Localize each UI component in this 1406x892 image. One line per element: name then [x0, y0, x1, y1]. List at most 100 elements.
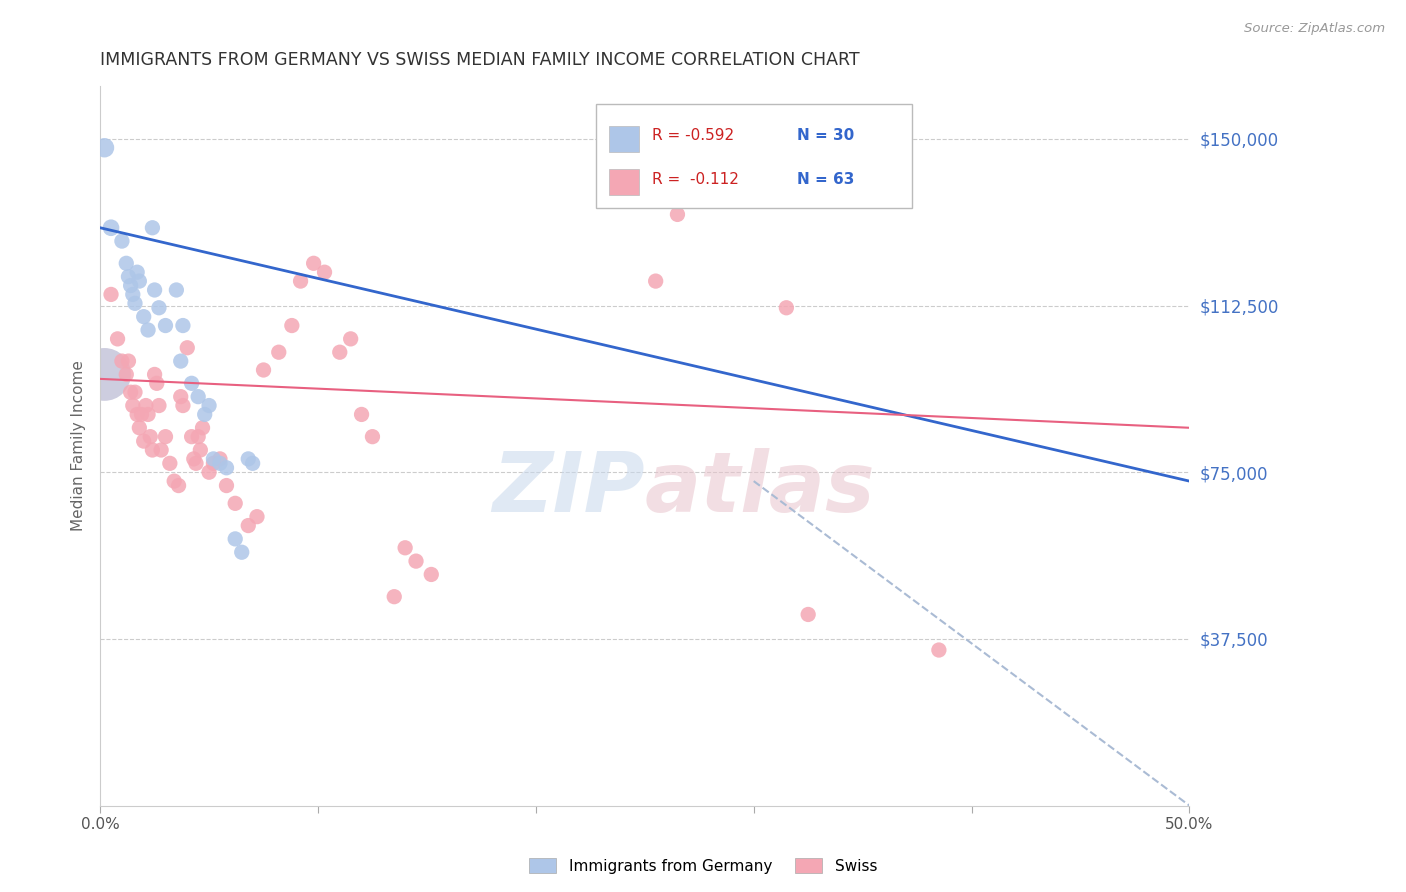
Point	[146, 376, 169, 391]
Point	[170, 390, 193, 404]
Point	[797, 607, 820, 622]
Point	[135, 399, 157, 413]
Point	[187, 390, 209, 404]
Point	[111, 354, 134, 368]
Point	[128, 421, 150, 435]
Point	[246, 509, 269, 524]
Point	[121, 399, 143, 413]
Point	[224, 496, 246, 510]
Point	[127, 265, 149, 279]
Point	[121, 287, 143, 301]
Point	[127, 408, 149, 422]
Point	[238, 518, 260, 533]
Point	[290, 274, 312, 288]
Point	[128, 274, 150, 288]
Point	[180, 376, 202, 391]
Point	[170, 354, 193, 368]
Point	[215, 478, 238, 492]
Point	[172, 399, 194, 413]
Point	[202, 451, 225, 466]
Point	[215, 460, 238, 475]
Point	[132, 310, 155, 324]
Point	[382, 590, 405, 604]
FancyBboxPatch shape	[596, 103, 911, 208]
Point	[141, 442, 163, 457]
Text: R =  -0.112: R = -0.112	[652, 171, 740, 186]
Point	[124, 385, 146, 400]
Text: N = 63: N = 63	[797, 171, 855, 186]
Bar	[609, 126, 640, 153]
Point	[208, 456, 231, 470]
Point	[183, 451, 205, 466]
Point	[120, 278, 142, 293]
Point	[131, 408, 153, 422]
Point	[100, 220, 122, 235]
Point	[329, 345, 352, 359]
Point	[93, 141, 115, 155]
Point	[198, 399, 221, 413]
Bar	[609, 169, 640, 195]
Point	[644, 274, 666, 288]
Point	[143, 368, 166, 382]
Point	[666, 207, 689, 221]
Point	[361, 430, 384, 444]
Y-axis label: Median Family Income: Median Family Income	[72, 360, 86, 531]
Point	[420, 567, 443, 582]
Text: atlas: atlas	[645, 449, 876, 529]
Point	[405, 554, 427, 568]
Text: R = -0.592: R = -0.592	[652, 128, 734, 144]
Point	[187, 430, 209, 444]
Point	[120, 385, 142, 400]
Point	[148, 399, 170, 413]
Point	[281, 318, 304, 333]
Point	[117, 354, 139, 368]
Point	[180, 430, 202, 444]
Point	[93, 368, 115, 382]
Point	[695, 132, 717, 146]
Point	[115, 256, 138, 270]
Point	[117, 269, 139, 284]
Point	[155, 430, 177, 444]
Text: Source: ZipAtlas.com: Source: ZipAtlas.com	[1244, 22, 1385, 36]
Point	[928, 643, 950, 657]
Point	[143, 283, 166, 297]
Point	[167, 478, 190, 492]
Point	[132, 434, 155, 449]
Text: ZIP: ZIP	[492, 449, 645, 529]
Point	[100, 287, 122, 301]
Point	[224, 532, 246, 546]
Point	[136, 323, 159, 337]
Point	[165, 283, 187, 297]
Point	[194, 408, 217, 422]
Point	[350, 408, 373, 422]
Point	[184, 456, 207, 470]
Point	[150, 442, 173, 457]
Point	[136, 408, 159, 422]
Text: N = 30: N = 30	[797, 128, 855, 144]
Point	[172, 318, 194, 333]
Point	[231, 545, 253, 559]
Point	[242, 456, 264, 470]
Point	[208, 451, 231, 466]
Point	[176, 341, 198, 355]
Point	[252, 363, 274, 377]
Point	[115, 368, 138, 382]
Point	[191, 421, 214, 435]
Point	[202, 456, 225, 470]
Point	[148, 301, 170, 315]
Point	[139, 430, 162, 444]
Point	[238, 451, 260, 466]
Point	[155, 318, 177, 333]
Legend: Immigrants from Germany, Swiss: Immigrants from Germany, Swiss	[523, 852, 883, 880]
Point	[198, 465, 221, 479]
Point	[141, 220, 163, 235]
Text: IMMIGRANTS FROM GERMANY VS SWISS MEDIAN FAMILY INCOME CORRELATION CHART: IMMIGRANTS FROM GERMANY VS SWISS MEDIAN …	[100, 51, 859, 69]
Point	[188, 442, 211, 457]
Point	[339, 332, 361, 346]
Point	[394, 541, 416, 555]
Point	[124, 296, 146, 310]
Point	[163, 474, 186, 488]
Point	[159, 456, 181, 470]
Point	[111, 234, 134, 248]
Point	[302, 256, 325, 270]
